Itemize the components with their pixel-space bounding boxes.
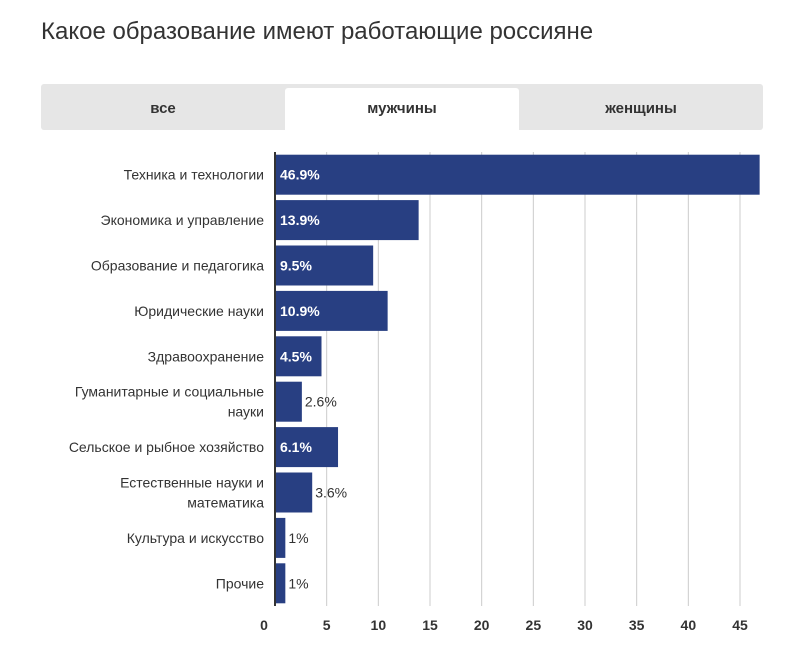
x-tick-label: 15: [422, 617, 438, 633]
bar: [275, 427, 339, 468]
data-label: 1%: [288, 575, 308, 591]
bar: [275, 517, 286, 558]
category-label: Прочие: [216, 575, 264, 591]
bar: [275, 381, 302, 422]
x-tick-label: 40: [681, 617, 697, 633]
data-label: 46.9%: [280, 167, 320, 183]
category-label: Гуманитарные и социальные науки: [75, 384, 264, 420]
data-label: 2.6%: [305, 394, 337, 410]
data-label: 13.9%: [280, 212, 320, 228]
data-label: 6.1%: [280, 439, 312, 455]
bar: [275, 563, 286, 604]
category-label: Культура и искусство: [127, 530, 264, 546]
tab-men[interactable]: мужчины: [285, 88, 519, 130]
tab-all[interactable]: все: [150, 100, 176, 117]
x-tick-label: 30: [577, 617, 593, 633]
category-label: Образование и педагогика: [91, 258, 264, 274]
x-tick-label: 0: [260, 617, 268, 633]
x-tick-label: 45: [732, 617, 748, 633]
bar: [275, 336, 322, 377]
data-label: 3.6%: [315, 485, 347, 501]
x-tick-label: 20: [474, 617, 490, 633]
category-label: Техника и технологии: [124, 167, 264, 183]
x-tick-label: 10: [371, 617, 387, 633]
bar: [275, 290, 388, 331]
tab-women[interactable]: женщины: [605, 100, 677, 117]
category-label: Экономика и управление: [101, 212, 265, 228]
gender-tabs: все мужчины женщины: [41, 84, 763, 130]
data-label: 10.9%: [280, 303, 320, 319]
data-label: 9.5%: [280, 258, 312, 274]
data-label: 4.5%: [280, 348, 312, 364]
bar: [275, 200, 419, 241]
x-tick-label: 25: [526, 617, 542, 633]
category-label: Сельское и рыбное хозяйство: [69, 439, 264, 455]
data-label: 1%: [288, 530, 308, 546]
page-title: Какое образование имеют работающие росси…: [41, 18, 594, 45]
category-label: Юридические науки: [134, 303, 264, 319]
category-label: Здравоохранение: [148, 348, 265, 364]
x-tick-label: 35: [629, 617, 645, 633]
bar: [275, 245, 374, 286]
category-label: Естественные науки и математика: [120, 475, 264, 511]
x-tick-label: 5: [323, 617, 331, 633]
bar: [275, 154, 760, 195]
bar: [275, 472, 313, 513]
